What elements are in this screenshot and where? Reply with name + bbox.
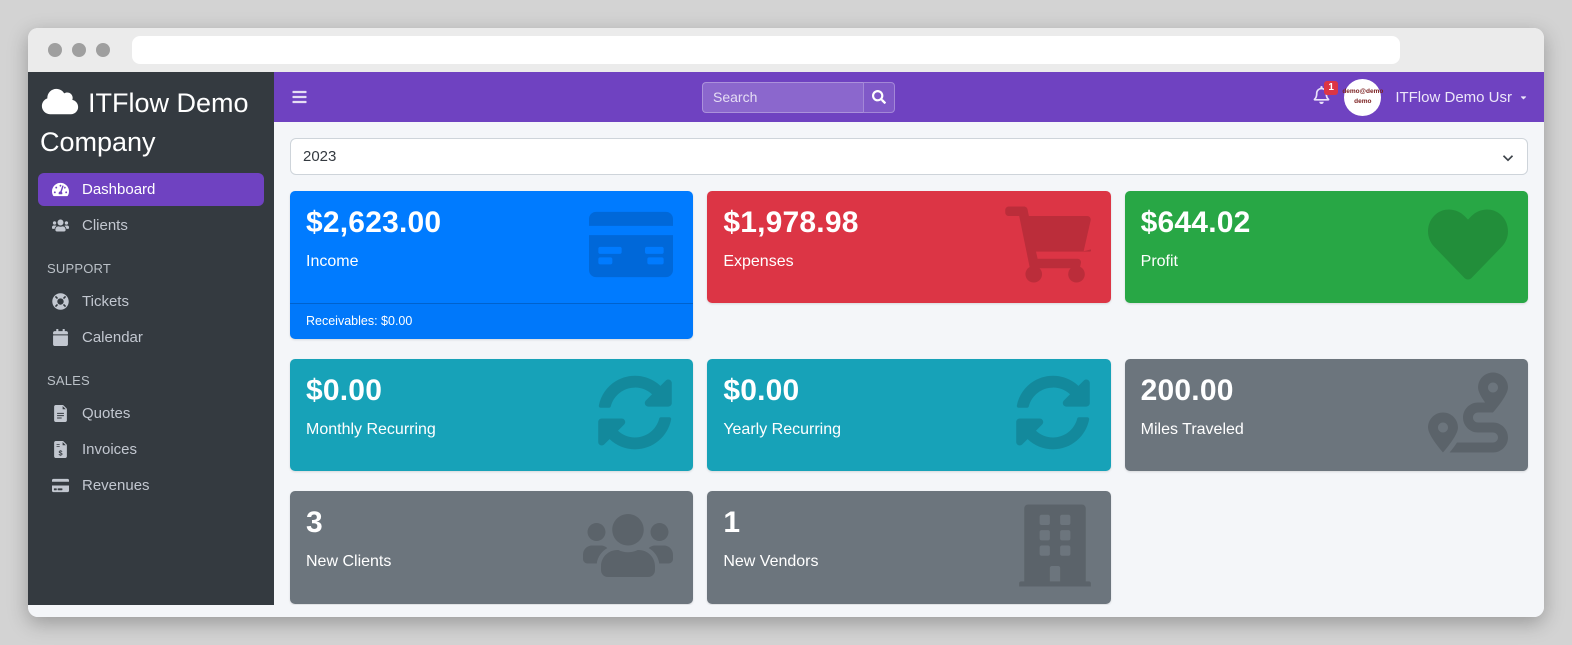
file-invoice-dollar-icon	[47, 441, 73, 458]
sidebar-item-label: Quotes	[82, 405, 131, 423]
sidebar-item-dashboard[interactable]: Dashboard	[38, 173, 264, 207]
sidebar-item-quotes[interactable]: Quotes	[38, 397, 264, 430]
shopping-cart-icon	[1005, 207, 1091, 288]
card-value: $2,623.00	[306, 206, 442, 239]
window-control-dot[interactable]	[48, 43, 62, 57]
file-lines-icon	[47, 405, 73, 422]
card-value: $644.02	[1140, 206, 1251, 239]
year-select[interactable]: 2023	[290, 138, 1528, 175]
navbar-right: 1 demo@demo demo ITFlow Demo Usr	[1313, 78, 1528, 116]
search-icon	[872, 90, 886, 104]
sync-icon	[597, 375, 673, 456]
card-value: 1	[723, 506, 741, 539]
card-label: Expenses	[723, 253, 794, 270]
card-profit[interactable]: $644.02 Profit	[1124, 191, 1528, 303]
search-group	[702, 81, 895, 113]
user-menu[interactable]: ITFlow Demo Usr	[1395, 89, 1528, 106]
route-icon	[1428, 373, 1508, 458]
card-label: Monthly Recurring	[306, 421, 436, 438]
card-monthly-recurring[interactable]: $0.00 Monthly Recurring	[290, 359, 694, 471]
card-label: Yearly Recurring	[723, 421, 842, 438]
sidebar-item-revenues[interactable]: Revenues	[38, 469, 264, 502]
app-root: ITFlow Demo Company Dashboard Clients SU…	[28, 72, 1544, 617]
card-label: New Vendors	[723, 553, 819, 570]
browser-chrome	[28, 28, 1544, 72]
users-icon	[47, 217, 73, 234]
brand[interactable]: ITFlow Demo Company	[38, 82, 264, 170]
sync-icon	[1015, 375, 1091, 456]
sidebar-item-calendar[interactable]: Calendar	[38, 321, 264, 354]
card-label: New Clients	[306, 553, 392, 570]
card-label: Profit	[1140, 253, 1178, 270]
card-row: $2,623.00 Income Receivables: $0.00 $1,9…	[290, 191, 1528, 339]
sidebar-item-label: Revenues	[82, 477, 150, 495]
card-new-clients[interactable]: 3 New Clients	[290, 491, 694, 604]
avatar-text: demo	[1354, 98, 1372, 105]
top-navbar: 1 demo@demo demo ITFlow Demo Usr	[274, 72, 1544, 122]
card-value: 200.00	[1140, 374, 1234, 407]
card-value: $0.00	[306, 374, 383, 407]
card-row: 3 New Clients 1 New Vendors	[290, 491, 1528, 604]
sidebar-item-label: Dashboard	[82, 181, 156, 199]
sidebar-item-label: Tickets	[82, 293, 129, 311]
window-controls[interactable]	[48, 43, 110, 57]
sidebar: ITFlow Demo Company Dashboard Clients SU…	[28, 72, 274, 605]
card-footer: Receivables: $0.00	[290, 303, 694, 339]
card-label: Income	[306, 253, 359, 270]
card-value: 3	[306, 506, 323, 539]
tachometer-icon	[47, 181, 73, 198]
life-ring-icon	[47, 293, 73, 310]
credit-card-icon	[47, 477, 73, 494]
card-new-vendors[interactable]: 1 New Vendors	[707, 491, 1111, 604]
sidebar-item-clients[interactable]: Clients	[38, 209, 264, 242]
card-yearly-recurring[interactable]: $0.00 Yearly Recurring	[707, 359, 1111, 471]
notification-badge: 1	[1324, 80, 1338, 95]
user-name: ITFlow Demo Usr	[1395, 88, 1512, 106]
card-income[interactable]: $2,623.00 Income Receivables: $0.00	[290, 191, 694, 339]
sidebar-section-sales: SALES	[47, 373, 90, 389]
caret-down-icon	[1519, 93, 1528, 102]
browser-window: ITFlow Demo Company Dashboard Clients SU…	[28, 28, 1544, 617]
sidebar-item-invoices[interactable]: Invoices	[38, 433, 264, 466]
chevron-down-icon	[1502, 151, 1514, 163]
avatar[interactable]: demo@demo demo	[1342, 78, 1384, 116]
brand-label: ITFlow Demo Company	[40, 88, 249, 158]
card-miles-traveled[interactable]: 200.00 Miles Traveled	[1124, 359, 1528, 471]
hamburger-menu-icon[interactable]	[290, 89, 309, 105]
card-expenses[interactable]: $1,978.98 Expenses	[707, 191, 1111, 303]
main-content: 2023 $2,623.00 Income Receivables: $0.00…	[274, 122, 1544, 605]
window-control-dot[interactable]	[96, 43, 110, 57]
card-value: $1,978.98	[723, 206, 859, 239]
sidebar-item-label: Invoices	[82, 441, 138, 459]
address-bar[interactable]	[132, 36, 1400, 64]
notifications-button[interactable]: 1	[1313, 80, 1338, 109]
calendar-icon	[47, 329, 73, 346]
card-label: Miles Traveled	[1140, 421, 1244, 438]
heart-icon	[1428, 205, 1508, 290]
credit-card-icon	[589, 207, 673, 287]
avatar-text: demo@demo	[1342, 87, 1384, 95]
sidebar-item-label: Clients	[82, 217, 128, 235]
sidebar-item-tickets[interactable]: Tickets	[38, 285, 264, 318]
sidebar-item-label: Calendar	[82, 329, 143, 347]
year-select-value: 2023	[303, 148, 337, 165]
sidebar-section-support: SUPPORT	[47, 261, 112, 277]
search-input[interactable]	[702, 81, 863, 113]
card-value: $0.00	[723, 374, 800, 407]
window-control-dot[interactable]	[72, 43, 86, 57]
cloud-icon	[40, 87, 80, 116]
building-icon	[1019, 504, 1091, 591]
users-icon	[583, 508, 673, 587]
card-row: $0.00 Monthly Recurring $0.00 Yearly Rec…	[290, 359, 1528, 471]
search-button[interactable]	[863, 81, 895, 113]
